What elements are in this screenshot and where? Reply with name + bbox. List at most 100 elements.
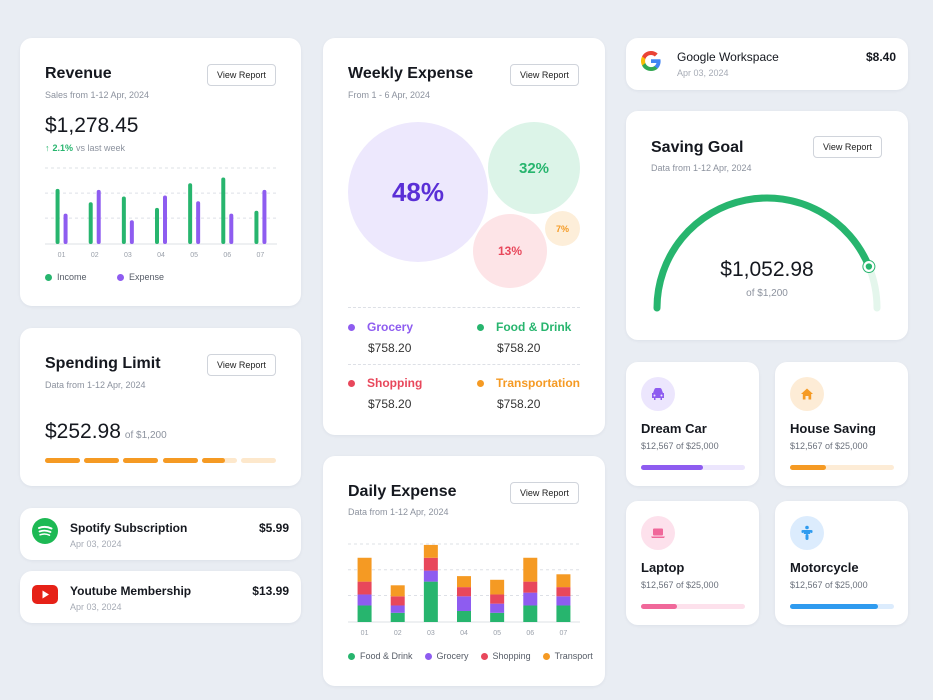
subscription-name: Google Workspace <box>677 50 779 64</box>
stack-1-01 <box>357 594 372 606</box>
subscription-youtube[interactable]: Youtube Membership Apr 03, 2024 $13.99 <box>20 571 301 623</box>
goal-progress-track <box>641 604 745 609</box>
subscription-name: Youtube Membership <box>70 584 192 598</box>
bar-expense-05 <box>196 201 201 244</box>
stack-0-01 <box>357 605 372 622</box>
stack-3-03 <box>423 544 438 558</box>
goal-progress-text: $12,567 of $25,000 <box>790 441 868 451</box>
stack-1-04 <box>457 596 471 611</box>
subscription-name: Spotify Subscription <box>70 521 188 535</box>
bar-expense-02 <box>96 189 101 244</box>
revenue-card: Revenue Sales from 1-12 Apr, 2024 View R… <box>20 38 301 306</box>
subscription-spotify[interactable]: Spotify Subscription Apr 03, 2024 $5.99 <box>20 508 301 560</box>
daily-title: Daily Expense <box>348 483 457 500</box>
subscription-google[interactable]: Google Workspace Apr 03, 2024 $8.40 <box>626 38 908 90</box>
goal-name: Laptop <box>641 560 685 575</box>
category-food-drink: Food & Drink $758.20 <box>477 320 571 355</box>
bar-income-03 <box>121 196 126 244</box>
category-amount: $758.20 <box>497 341 541 355</box>
legend-label: Grocery <box>436 651 469 661</box>
saving-gauge <box>653 194 881 312</box>
goal-name: House Saving <box>790 421 876 436</box>
stack-0-05 <box>490 612 505 622</box>
goal-progress-fill <box>790 604 879 609</box>
food-drink-dot <box>477 323 484 331</box>
x-tick-label: 06 <box>526 630 534 637</box>
spending-progress-fill <box>84 458 120 463</box>
car-icon <box>641 377 675 411</box>
stack-0-04 <box>457 610 471 622</box>
goal-dream-car[interactable]: Dream Car $12,567 of $25,000 <box>626 362 759 486</box>
x-tick-label: 05 <box>493 630 501 637</box>
category-name: Transportation <box>496 376 581 390</box>
saving-title: Saving Goal <box>651 139 744 156</box>
legend-expense-label: Expense <box>129 272 165 282</box>
x-tick-label: 02 <box>394 630 402 637</box>
bubble-food-label: 32% <box>518 159 550 177</box>
stack-2-06 <box>523 581 538 593</box>
stack-3-07 <box>556 574 571 588</box>
category-amount: $758.20 <box>368 397 412 411</box>
goal-motorcycle[interactable]: Motorcycle $12,567 of $25,000 <box>775 501 908 625</box>
legend-label: Transport <box>554 651 593 661</box>
divider <box>348 364 580 365</box>
stack-3-01 <box>357 557 372 582</box>
spending-amount-row: $252.98 of $1,200 <box>45 420 167 444</box>
goal-laptop[interactable]: Laptop $12,567 of $25,000 <box>626 501 759 625</box>
stack-0-06 <box>523 605 538 622</box>
bubble-grocery-label: 48% <box>391 176 445 207</box>
legend-expense: Expense <box>117 272 164 282</box>
revenue-view-report-button[interactable]: View Report <box>207 64 276 86</box>
saving-view-report-button[interactable]: View Report <box>813 136 882 158</box>
x-tick-label: 01 <box>361 630 369 637</box>
shopping-dot <box>348 379 355 387</box>
daily-legend: Food & Drink Grocery Shopping Transport <box>348 651 593 661</box>
stack-3-04 <box>457 576 471 588</box>
spending-of: of $1,200 <box>124 430 167 441</box>
x-tick-label: 02 <box>91 252 99 259</box>
x-tick-label: 03 <box>124 252 132 259</box>
goal-house-saving[interactable]: House Saving $12,567 of $25,000 <box>775 362 908 486</box>
revenue-change: ↑ 2.1% vs last week <box>45 143 125 153</box>
subscription-price: $8.40 <box>865 50 896 64</box>
bar-income-01 <box>55 188 60 244</box>
stack-2-02 <box>390 596 405 606</box>
divider <box>348 307 580 308</box>
laptop-icon <box>641 516 675 550</box>
x-tick-label: 04 <box>460 630 468 637</box>
bar-expense-07 <box>262 189 267 244</box>
x-tick-label: 01 <box>58 252 66 259</box>
daily-view-report-button[interactable]: View Report <box>510 482 579 504</box>
category-grocery: Grocery $758.20 <box>348 320 413 355</box>
bubble-grocery: 48% <box>348 122 488 262</box>
legend-label: Shopping <box>492 651 531 661</box>
daily-expense-card: Daily Expense Data from 1-12 Apr, 2024 V… <box>323 456 605 686</box>
revenue-chart: 01 02 03 04 05 06 07 <box>45 167 277 259</box>
stack-3-06 <box>523 557 538 582</box>
bar-income-02 <box>88 202 93 244</box>
gauge-knob-center <box>865 263 873 270</box>
bar-income-06 <box>221 177 226 244</box>
stack-2-03 <box>423 557 438 571</box>
category-name: Shopping <box>367 376 423 390</box>
goal-progress-track <box>790 465 894 470</box>
daily-chart: 01 02 03 04 05 06 07 <box>348 543 580 637</box>
saving-of: of $1,200 <box>746 288 788 299</box>
spending-view-report-button[interactable]: View Report <box>207 354 276 376</box>
grocery-dot <box>424 652 432 660</box>
youtube-icon <box>32 585 58 604</box>
category-transportation: Transportation $758.20 <box>477 376 580 411</box>
bubble-shopping-label: 13% <box>497 244 523 258</box>
spending-progress-fill <box>162 458 198 463</box>
category-amount: $758.20 <box>497 397 541 411</box>
bar-expense-06 <box>229 213 234 244</box>
stack-1-06 <box>523 592 538 606</box>
stack-2-07 <box>556 587 571 597</box>
legend-shopping: Shopping <box>480 651 531 661</box>
gauge-fill <box>653 194 873 312</box>
category-amount: $758.20 <box>368 341 412 355</box>
legend-income: Income <box>45 272 87 282</box>
daily-subtitle: Data from 1-12 Apr, 2024 <box>348 507 449 517</box>
x-tick-label: 03 <box>427 630 435 637</box>
weekly-view-report-button[interactable]: View Report <box>510 64 579 86</box>
